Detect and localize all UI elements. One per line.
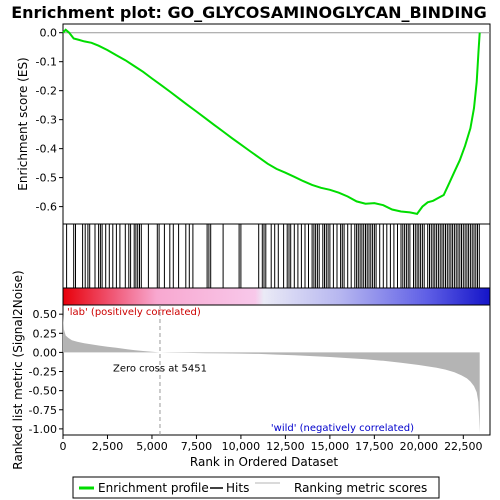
x-tick-label: 0 [60, 440, 67, 453]
metric-y-tick-label: 0.25 [33, 327, 58, 340]
legend-hits-label: Hits [226, 481, 249, 495]
legend: Enrichment profile Hits Ranking metric s… [72, 476, 440, 499]
zero-cross-label: Zero cross at 5451 [113, 364, 207, 375]
metric-y-tick-label: -0.75 [29, 404, 57, 417]
metric-y-tick-label: -0.50 [29, 385, 57, 398]
metric-y-tick-label: -1.00 [29, 423, 57, 436]
es-y-tick-label: -0.4 [36, 143, 57, 156]
x-tick-label: 12,500 [266, 440, 305, 453]
es-y-tick-label: -0.2 [36, 85, 57, 98]
x-axis: 0 2,500 5,000 7,500 10,000 12,500 15,000 17,500… [60, 435, 483, 453]
x-tick-label: 17,500 [355, 440, 394, 453]
es-y-tick-label: -0.3 [36, 114, 57, 127]
x-tick-label: 22,500 [444, 440, 483, 453]
es-y-axis-label: Enrichment score (ES) [16, 57, 30, 190]
legend-profile-label: Enrichment profile [98, 481, 209, 495]
enrichment-profile-line [62, 28, 481, 216]
es-y-tick-label: -0.1 [36, 56, 57, 69]
legend-metric-label: Ranking metric scores [294, 481, 427, 495]
negative-correlation-label: 'wild' (negatively correlated) [271, 423, 414, 434]
chart-title: Enrichment plot: GO_GLYCOSAMINOGLYCAN_BI… [11, 3, 487, 22]
rank-gradient-bar [62, 287, 491, 306]
es-panel: 0.0 -0.1 -0.2 -0.3 -0.4 -0.5 -0.6 Enrichment s… [16, 23, 491, 225]
es-y-tick-label: 0.0 [40, 27, 58, 40]
metric-y-axis-label: Ranked list metric (Signal2Noise) [11, 270, 25, 469]
es-y-axis: 0.0 -0.1 -0.2 -0.3 -0.4 -0.5 -0.6 [36, 27, 63, 214]
hits-panel [62, 223, 491, 289]
metric-y-tick-label: 0.00 [33, 346, 58, 359]
x-tick-label: 10,000 [222, 440, 261, 453]
es-y-tick-label: -0.5 [36, 172, 57, 185]
metric-panel: 0.50 0.25 0.00 -0.25 -0.50 -0.75 -1.00 Zero cr… [11, 270, 491, 470]
metric-y-tick-label: 0.50 [33, 308, 58, 321]
positive-correlation-label: 'lab' (positively correlated) [67, 307, 201, 318]
x-tick-label: 7,500 [181, 440, 213, 453]
metric-y-axis: 0.50 0.25 0.00 -0.25 -0.50 -0.75 -1.00 [29, 308, 63, 436]
x-axis-label: Rank in Ordered Dataset [190, 455, 338, 469]
x-tick-label: 2,500 [92, 440, 124, 453]
x-tick-label: 20,000 [400, 440, 439, 453]
x-tick-label: 5,000 [136, 440, 168, 453]
x-tick-label: 15,000 [311, 440, 350, 453]
es-y-tick-label: -0.6 [36, 201, 57, 214]
metric-y-tick-label: -0.25 [29, 366, 57, 379]
